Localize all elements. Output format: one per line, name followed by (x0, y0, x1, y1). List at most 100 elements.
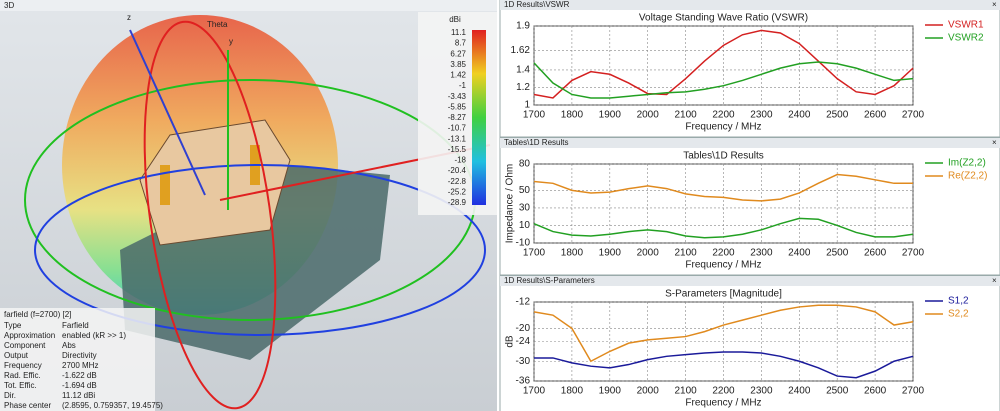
colorbar-label: -13.1 (448, 134, 467, 143)
y-tick-label: 10 (519, 220, 531, 231)
info-value: Farfield (62, 321, 89, 330)
legend-label: S2,2 (948, 309, 969, 320)
legend-label: Im(Z2,2) (948, 158, 986, 169)
x-tick-label: 1900 (599, 386, 622, 397)
y-tick-label: 1.2 (516, 82, 530, 93)
x-tick-label: 2600 (864, 248, 887, 259)
info-key: Phase center (4, 401, 51, 410)
close-button[interactable]: × (992, 0, 997, 9)
x-tick-label: 2200 (712, 248, 735, 259)
y-tick-label: -30 (516, 356, 531, 367)
info-value: -1.622 dB (62, 371, 97, 380)
colorbar (472, 30, 486, 205)
info-panel (0, 308, 155, 411)
y-tick-label: 1.62 (511, 45, 531, 56)
info-key: Approximation (4, 331, 55, 340)
colorbar-label: -10.7 (448, 124, 467, 133)
colorbar-label: -8.27 (448, 113, 467, 122)
colorbar-label: -20.4 (448, 166, 467, 175)
info-key: Rad. Effic. (4, 371, 41, 380)
x-tick-label: 1800 (561, 386, 584, 397)
axis-label: y (229, 37, 233, 46)
window-title: 3D (4, 1, 14, 10)
colorbar-label: -22.8 (448, 177, 467, 186)
colorbar-label: -5.85 (448, 102, 467, 111)
plot-area (533, 25, 914, 106)
x-tick-label: 2600 (864, 110, 887, 121)
colorbar-label: 8.7 (455, 39, 467, 48)
window-title: Tables\1D Results (504, 138, 568, 147)
y-axis-label: Impedance / Ohm (505, 164, 516, 243)
y-tick-label: -36 (516, 376, 531, 387)
axis-label: z (127, 13, 131, 22)
legend-label: Re(Z2,2) (948, 171, 987, 182)
colorbar-label: -28.9 (448, 198, 467, 207)
colorbar-label: 11.1 (451, 28, 467, 37)
x-tick-label: 2200 (712, 386, 735, 397)
series-line (533, 61, 914, 99)
x-tick-label: 1700 (523, 248, 546, 259)
info-key: Type (4, 321, 22, 330)
info-value: -1.694 dB (62, 381, 97, 390)
colorbar-label: -1 (459, 81, 467, 90)
info-value: 2700 MHz (62, 361, 98, 370)
axis-label: Theta (207, 20, 228, 29)
legend-label: VSWR1 (948, 20, 984, 31)
x-tick-label: 1800 (561, 110, 584, 121)
x-tick-label: 2500 (826, 386, 849, 397)
info-key: Tot. Effic. (4, 381, 37, 390)
window-header (0, 0, 497, 11)
close-button[interactable]: × (992, 276, 997, 285)
x-tick-label: 2300 (750, 248, 773, 259)
x-tick-label: 2400 (788, 248, 811, 259)
close-button[interactable]: × (992, 138, 997, 147)
colorbar-label: 3.85 (450, 60, 466, 69)
x-tick-label: 2500 (826, 248, 849, 259)
series-line (533, 173, 913, 202)
x-tick-label: 2700 (902, 386, 925, 397)
x-tick-label: 2700 (902, 248, 925, 259)
colorbar-label: 1.42 (450, 71, 466, 80)
chart-title: S-Parameters [Magnitude] (665, 289, 782, 300)
y-tick-label: -20 (516, 323, 531, 334)
x-tick-label: 2700 (902, 110, 925, 121)
window-header (500, 276, 1000, 286)
window-title: 1D Results\S-Parameters (504, 276, 595, 285)
y-axis-label: dB (505, 335, 516, 348)
y-tick-label: 1 (524, 100, 530, 111)
info-value: Directivity (62, 351, 97, 360)
x-axis-label: Frequency / MHz (685, 122, 761, 133)
info-value: (2.8595, 0.759357, 19.4575) (62, 401, 163, 410)
x-tick-label: 2100 (674, 248, 697, 259)
y-tick-label: -12 (516, 297, 531, 308)
x-tick-label: 2600 (864, 386, 887, 397)
series-line (533, 304, 914, 363)
x-tick-label: 2400 (788, 110, 811, 121)
y-tick-label: 50 (519, 185, 531, 196)
series-line (533, 29, 914, 99)
x-tick-label: 2300 (750, 110, 773, 121)
legend-label: S1,2 (948, 296, 969, 307)
info-title: farfield (f=2700) [2] (4, 310, 71, 319)
y-tick-label: 30 (519, 203, 531, 214)
chart-title: Voltage Standing Wave Ratio (VSWR) (639, 13, 808, 24)
x-axis-label: Frequency / MHz (685, 260, 761, 271)
y-tick-label: -24 (516, 336, 531, 347)
info-value: 11.12 dBi (62, 391, 95, 400)
info-value: Abs (62, 341, 76, 350)
window-title: 1D Results\VSWR (504, 0, 570, 9)
series-line (533, 217, 914, 239)
x-tick-label: 2400 (788, 386, 811, 397)
window-header (500, 138, 1000, 148)
y-tick-label: 1.9 (516, 21, 530, 32)
colorbar-label: 6.27 (450, 49, 466, 58)
y-tick-label: -10 (516, 238, 531, 249)
colorbar-label: -3.43 (448, 92, 467, 101)
colorbar-unit: dBi (449, 15, 461, 24)
x-tick-label: 2000 (637, 110, 660, 121)
y-tick-label: 80 (519, 159, 531, 170)
chart-title: Tables\1D Results (683, 151, 764, 162)
radiation-pattern (24, 15, 491, 410)
x-tick-label: 2200 (712, 110, 735, 121)
